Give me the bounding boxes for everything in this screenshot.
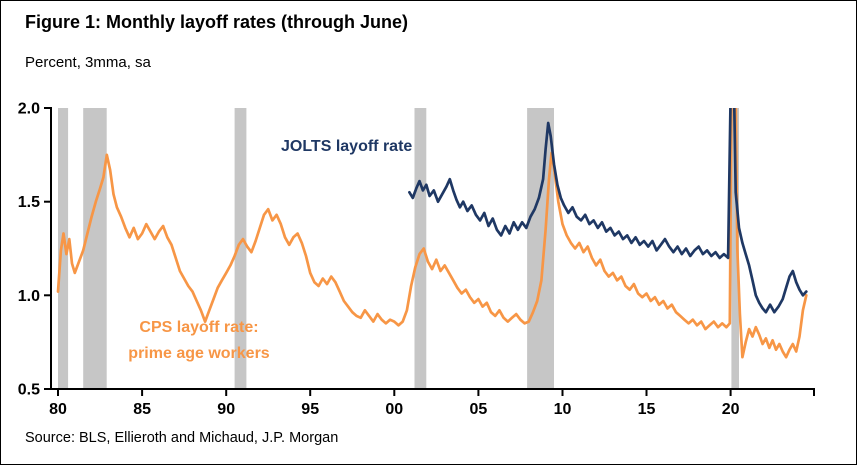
cps-annotation-line1: CPS layoff rate:	[139, 319, 259, 336]
recession-band	[58, 108, 69, 389]
x-tick-label: 20	[722, 401, 740, 418]
recession-band	[527, 108, 554, 389]
recession-band	[234, 108, 247, 389]
recession-band	[83, 108, 107, 389]
x-tick-label: 05	[470, 401, 488, 418]
figure-subtitle: Percent, 3mma, sa	[25, 54, 151, 71]
cps-annotation-line2: prime age workers	[128, 344, 270, 362]
figure-title: Figure 1: Monthly layoff rates (through …	[25, 12, 409, 32]
cps-series-line	[56, 108, 808, 359]
y-tick-label: 0.5	[18, 382, 40, 399]
y-tick-label: 2.0	[18, 101, 40, 118]
x-tick-label: 95	[301, 401, 319, 418]
jolts-series-line	[408, 108, 808, 314]
recession-band	[414, 108, 427, 389]
x-tick-label: 85	[133, 401, 151, 418]
x-tick-label: 00	[385, 401, 403, 418]
y-tick-label: 1.0	[18, 288, 40, 305]
cps-annotation: CPS layoff rate: prime age workers	[97, 315, 301, 367]
x-tick-label: 15	[638, 401, 656, 418]
source-note: Source: BLS, Ellieroth and Michaud, J.P.…	[25, 430, 339, 446]
y-tick-label: 1.5	[18, 194, 40, 211]
x-tick-label: 10	[554, 401, 572, 418]
jolts-annotation: JOLTS layoff rate	[281, 138, 413, 155]
recession-band	[731, 108, 739, 389]
x-tick-label: 80	[49, 401, 67, 418]
x-tick-label: 90	[217, 401, 235, 418]
